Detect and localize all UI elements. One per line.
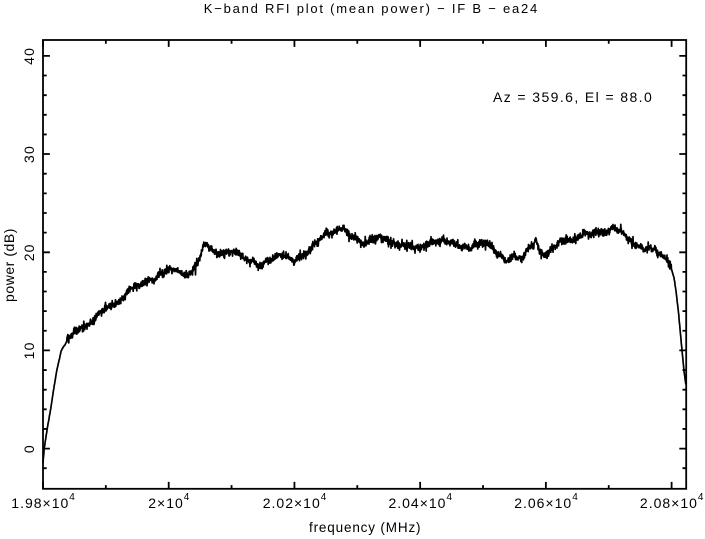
svg-text:20: 20 — [21, 243, 37, 261]
svg-text:2×104: 2×104 — [148, 492, 190, 511]
svg-text:Az = 359.6, El = 88.0: Az = 359.6, El = 88.0 — [493, 89, 653, 105]
svg-text:0: 0 — [21, 444, 37, 453]
svg-text:10: 10 — [21, 341, 37, 359]
svg-text:2.06×104: 2.06×104 — [514, 492, 578, 511]
svg-text:1.98×104: 1.98×104 — [11, 492, 75, 511]
svg-text:2.02×104: 2.02×104 — [263, 492, 327, 511]
svg-text:2.04×104: 2.04×104 — [388, 492, 452, 511]
svg-text:power (dB): power (dB) — [1, 228, 17, 302]
svg-text:frequency (MHz): frequency (MHz) — [309, 520, 421, 535]
svg-text:2.08×104: 2.08×104 — [640, 492, 704, 511]
svg-text:40: 40 — [21, 47, 37, 65]
svg-text:30: 30 — [21, 145, 37, 163]
svg-text:K−band RFI plot (mean power) −: K−band RFI plot (mean power) − IF B − ea… — [204, 1, 539, 16]
